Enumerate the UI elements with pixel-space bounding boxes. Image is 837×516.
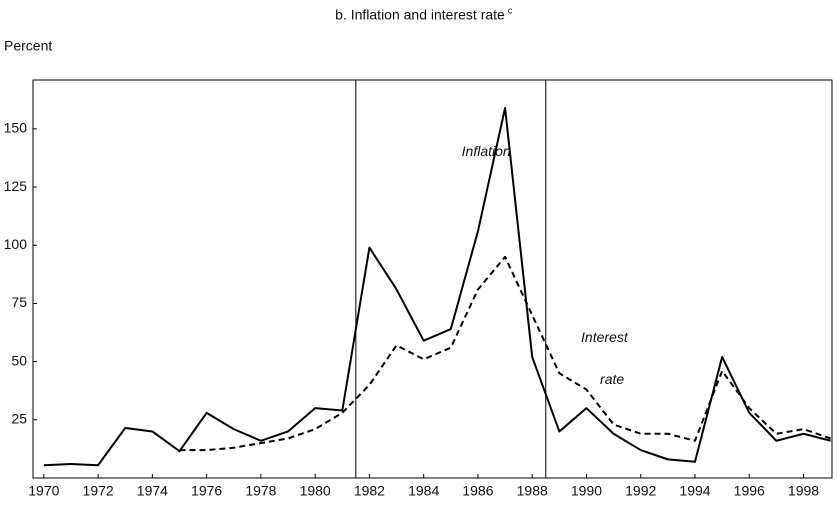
x-tick-label: 1984 [408,483,439,499]
y-tick-label: 75 [11,294,27,310]
x-tick-label: 1980 [300,483,331,499]
x-tick-label: 1994 [679,483,710,499]
x-tick-label: 1986 [462,483,493,499]
y-tick-label: 100 [4,236,28,252]
y-axis-label: Percent [4,38,52,54]
series-line [43,106,831,467]
title-footnote-marker: c [508,5,513,15]
x-tick-label: 1974 [137,483,168,499]
annotation: rate [600,371,624,387]
plot-frame [32,79,833,479]
x-tick-label: 1976 [191,483,222,499]
annotation: Inflation [462,143,511,159]
annotation: Interest [581,329,629,345]
x-tick-label: 1988 [517,483,548,499]
series-line [179,255,831,452]
x-tick-label: 1998 [788,483,819,499]
x-tick-label: 1978 [245,483,276,499]
x-tick-label: 1972 [83,483,114,499]
x-tick-label: 1970 [28,483,59,499]
y-tick-label: 125 [4,178,28,194]
x-tick-label: 1996 [734,483,765,499]
x-tick-label: 1990 [571,483,602,499]
y-tick-label: 25 [11,411,27,427]
x-tick-label: 1982 [354,483,385,499]
chart-title: b. Inflation and interest rate [335,7,505,23]
y-tick-label: 150 [4,120,28,136]
y-tick-label: 50 [11,352,27,368]
x-tick-label: 1992 [625,483,656,499]
